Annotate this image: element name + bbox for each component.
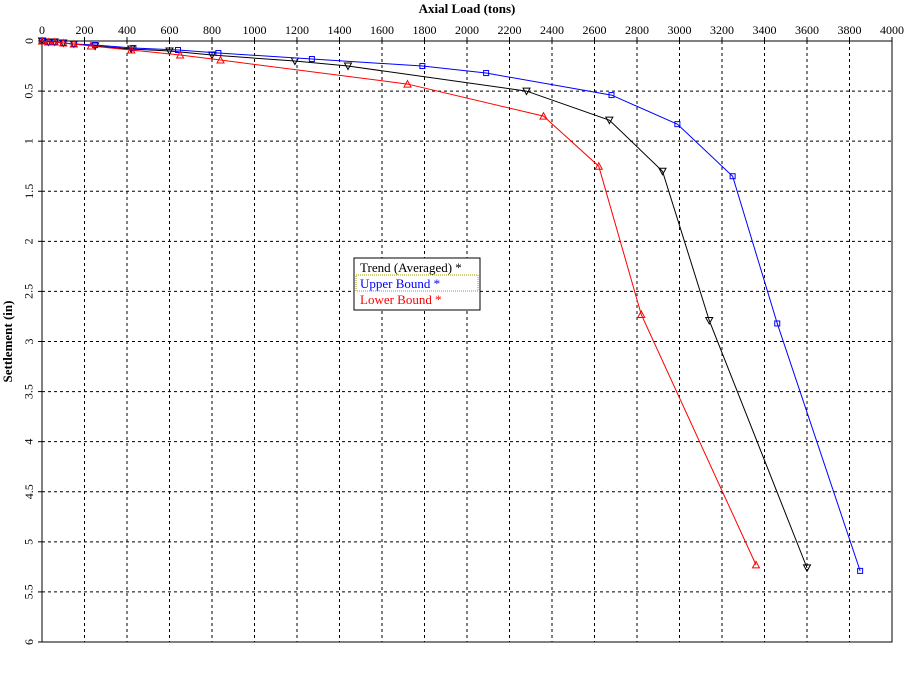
- y-tick-label: 1: [22, 138, 36, 144]
- x-axis-ticks: 0 200 400 600 800 1000 1200 1400 1600 1800 2000 220…: [39, 23, 904, 41]
- x-tick-label: 1800: [413, 23, 437, 37]
- y-tick-label: 3: [22, 339, 36, 345]
- y-tick-label: 2.5: [22, 284, 36, 299]
- legend-entry-lower-bound: Lower Bound *: [360, 292, 442, 307]
- data-point: [37, 36, 47, 45]
- x-tick-label: 4000: [880, 23, 904, 37]
- legend: Trend (Averaged) * Upper Bound * Lower B…: [353, 257, 481, 311]
- x-tick-label: 2000: [455, 23, 479, 37]
- data-point: [674, 121, 681, 128]
- x-tick-label: 600: [161, 23, 179, 37]
- data-point: [608, 92, 615, 99]
- y-axis-title: Settlement (in): [0, 301, 15, 383]
- data-point: [419, 63, 426, 70]
- x-tick-label: 400: [118, 23, 136, 37]
- data-point: [605, 116, 614, 125]
- legend-entry-trend: Trend (Averaged) *: [360, 260, 462, 275]
- data-point: [729, 173, 736, 180]
- y-axis-ticks: 0 0.5 1 1.5 2 2.5 3 3.5 4 4.5 5 5.5 6: [22, 38, 42, 645]
- legend-entry-upper-bound: Upper Bound *: [360, 276, 440, 291]
- data-point: [50, 37, 60, 46]
- data-point: [539, 111, 548, 120]
- x-tick-label: 2600: [583, 23, 607, 37]
- data-point: [207, 51, 217, 60]
- data-point: [774, 320, 781, 327]
- data-point: [802, 564, 812, 573]
- y-tick-label: 0: [22, 38, 36, 44]
- x-tick-label: 1600: [370, 23, 394, 37]
- legend-focus-outline: [355, 274, 479, 292]
- data-point: [308, 56, 315, 63]
- data-point: [343, 62, 353, 71]
- x-tick-label: 2200: [498, 23, 522, 37]
- data-point: [403, 79, 412, 88]
- x-tick-label: 3000: [668, 23, 692, 37]
- x-axis-title: Axial Load (tons): [419, 1, 516, 16]
- data-point: [175, 47, 181, 54]
- data-point: [86, 41, 96, 50]
- x-tick-label: 3200: [710, 23, 734, 37]
- data-point: [483, 70, 490, 77]
- data-point: [857, 567, 864, 574]
- y-tick-label: 6: [22, 639, 36, 645]
- x-tick-label: 1000: [243, 23, 267, 37]
- x-tick-label: 3600: [795, 23, 819, 37]
- series-2: [37, 36, 761, 569]
- data-point: [58, 38, 68, 47]
- y-tick-label: 2: [22, 238, 36, 244]
- series-layer: [37, 36, 864, 574]
- y-tick-label: 1.5: [22, 184, 36, 199]
- x-tick-label: 0: [39, 23, 45, 37]
- x-tick-label: 2400: [540, 23, 564, 37]
- x-tick-label: 3400: [753, 23, 777, 37]
- data-point: [216, 55, 225, 64]
- data-point: [751, 560, 761, 569]
- data-point: [175, 50, 185, 59]
- data-point: [126, 45, 136, 54]
- x-tick-label: 3800: [838, 23, 862, 37]
- data-point: [69, 39, 79, 48]
- y-tick-label: 5.5: [22, 584, 36, 599]
- y-tick-label: 0.5: [22, 84, 36, 99]
- x-tick-label: 2800: [625, 23, 649, 37]
- x-tick-label: 1400: [328, 23, 352, 37]
- data-point: [522, 87, 531, 96]
- x-tick-label: 800: [203, 23, 221, 37]
- legend-box: [353, 257, 481, 311]
- y-tick-label: 4.5: [22, 484, 36, 499]
- x-tick-label: 200: [76, 23, 94, 37]
- data-point: [594, 161, 604, 170]
- y-tick-label: 4: [22, 439, 36, 445]
- y-tick-label: 3.5: [22, 384, 36, 399]
- x-tick-label: 1200: [285, 23, 309, 37]
- y-tick-label: 5: [22, 539, 36, 545]
- data-point: [215, 50, 222, 57]
- data-point: [704, 316, 714, 326]
- grid-layer: [42, 41, 892, 642]
- data-point: [165, 47, 174, 56]
- data-point: [636, 309, 646, 318]
- data-point: [658, 167, 667, 176]
- data-point: [44, 37, 53, 46]
